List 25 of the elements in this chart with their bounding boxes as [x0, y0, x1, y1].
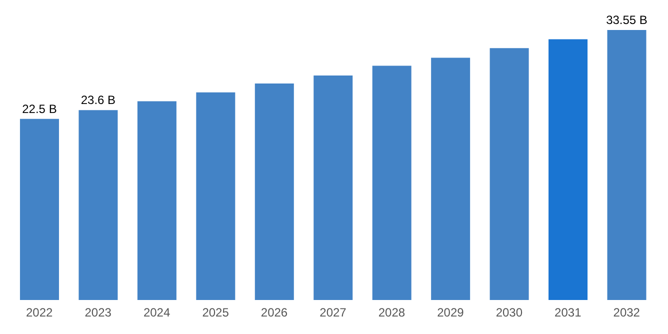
x-tick-label: 2025 — [202, 306, 230, 320]
x-tick-label: 2022 — [26, 306, 54, 320]
x-tick-label: 2027 — [320, 306, 347, 320]
x-tick-label: 2030 — [496, 306, 523, 320]
bar — [196, 92, 236, 300]
bar — [254, 84, 294, 300]
bar — [431, 58, 470, 300]
bar — [137, 101, 176, 300]
x-tick-label: 2032 — [613, 306, 640, 320]
x-tick-label: 2023 — [84, 306, 112, 320]
bar — [607, 30, 646, 300]
bar — [490, 48, 529, 300]
bar — [314, 75, 353, 300]
x-tick-label: 2031 — [554, 306, 582, 320]
x-tick-label: 2026 — [260, 306, 288, 320]
x-tick-label: 2029 — [437, 306, 464, 320]
data-label: 33.55 B — [606, 13, 648, 27]
x-tick-label: 2024 — [143, 306, 170, 320]
bar — [372, 66, 412, 300]
x-tick-label: 2028 — [378, 306, 406, 320]
data-label: 22.5 B — [22, 102, 57, 116]
bar — [548, 39, 588, 300]
bar — [78, 110, 118, 300]
bar — [20, 118, 59, 300]
data-label: 23.6 B — [80, 93, 116, 108]
